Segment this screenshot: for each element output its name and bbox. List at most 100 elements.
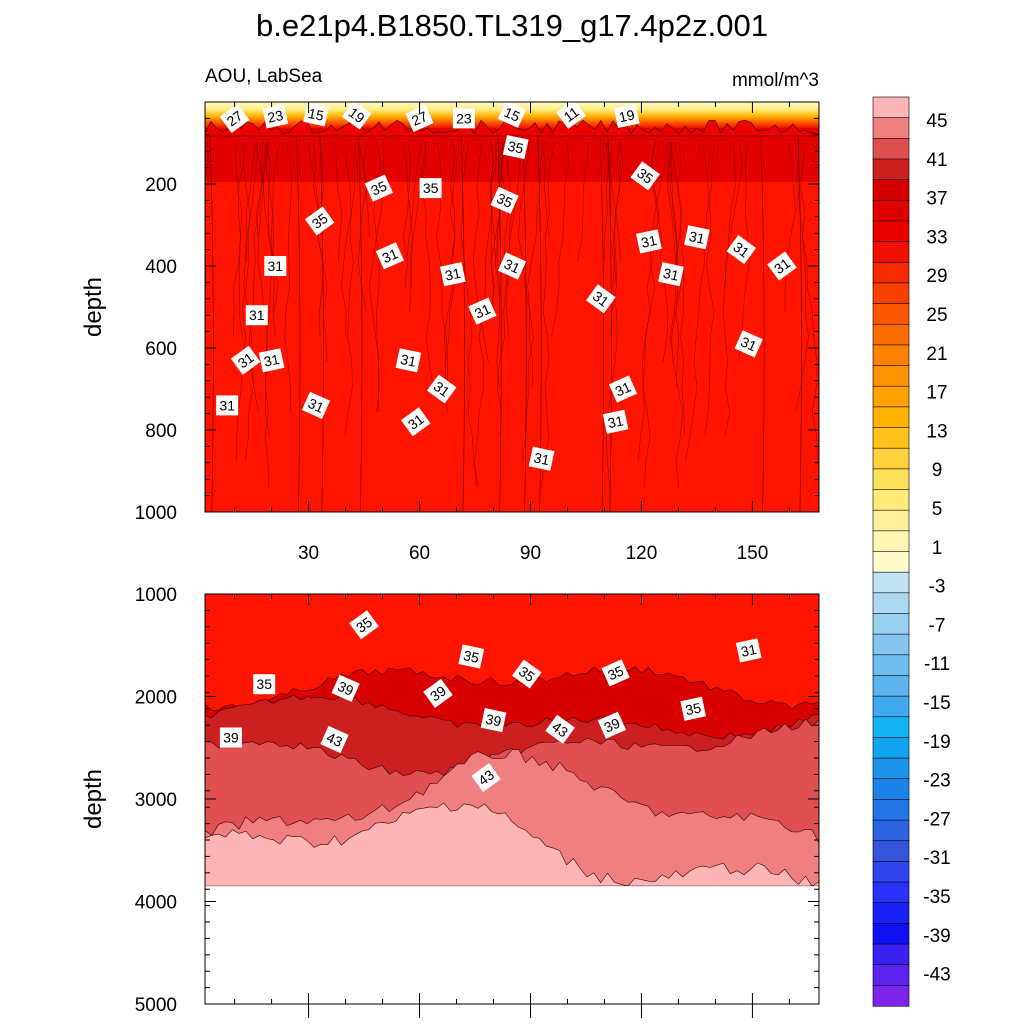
contour-label-text: 23 bbox=[266, 107, 285, 126]
contour-label-text: 31 bbox=[444, 265, 463, 284]
contour-label-box bbox=[512, 659, 542, 689]
colorbar-label: -31 bbox=[923, 848, 950, 869]
contour-line bbox=[209, 131, 214, 512]
contour-line bbox=[676, 141, 685, 438]
colorbar-swatch bbox=[872, 613, 910, 635]
contour-label-box bbox=[528, 446, 555, 471]
contour-label-box bbox=[301, 391, 331, 420]
contour-label: 23 bbox=[262, 104, 289, 129]
colorbar-swatch bbox=[872, 551, 910, 573]
chart-title: b.e21p4.B1850.TL319_g17.4p2z.001 bbox=[256, 8, 768, 43]
y-tick-label: 400 bbox=[145, 257, 177, 278]
contour-label-box bbox=[458, 644, 485, 669]
x-axis: 30 60 90 120 150 bbox=[234, 102, 790, 564]
colorbar-swatch bbox=[872, 138, 910, 160]
contour-line bbox=[265, 141, 276, 338]
colorbar-swatch bbox=[872, 200, 910, 222]
contour-label-box bbox=[735, 638, 762, 663]
contour-label-box bbox=[423, 678, 453, 708]
contour-label: 43 bbox=[545, 714, 575, 744]
colorbar-swatch bbox=[872, 902, 910, 924]
band-45 bbox=[205, 802, 819, 887]
colorbar-swatch bbox=[872, 695, 910, 718]
contour-label: 31 bbox=[426, 374, 457, 404]
colorbar-label: 25 bbox=[926, 305, 947, 326]
contour-label-box bbox=[230, 345, 261, 375]
contour-label-text: 31 bbox=[306, 395, 327, 416]
contour-label-box bbox=[497, 102, 527, 128]
contour-label-box bbox=[658, 262, 684, 287]
colorbar-swatch bbox=[872, 861, 910, 883]
contour-label-box bbox=[219, 103, 250, 133]
contour-label-box bbox=[545, 714, 575, 744]
contour-label-box bbox=[586, 284, 616, 314]
x-tick-label: 30 bbox=[298, 543, 319, 564]
contour-label: 31 bbox=[439, 262, 466, 287]
colorbar-label: -15 bbox=[923, 693, 950, 714]
lower-depth-panel: 35 31 35 35 35 35 39 39 35 39 43 39 39 43 43 1000 2000 3… bbox=[80, 585, 820, 1018]
contour-label: 27 bbox=[405, 104, 434, 133]
colorbar-swatch bbox=[872, 943, 910, 966]
contour-line bbox=[551, 141, 570, 338]
colorbar-label: 29 bbox=[926, 266, 947, 287]
contour-line bbox=[313, 141, 328, 363]
colorbar-swatch bbox=[872, 799, 910, 821]
colorbar-label: 21 bbox=[926, 344, 947, 365]
contour-label: 35 bbox=[512, 659, 542, 689]
y-tick-label: 5000 bbox=[135, 995, 177, 1016]
colorbar-swatch bbox=[872, 303, 910, 325]
contour-label: 39 bbox=[331, 674, 360, 702]
contour-line bbox=[460, 131, 465, 512]
contour-label-box bbox=[608, 375, 638, 403]
contour-label: 31 bbox=[497, 252, 527, 280]
colorbar-swatch bbox=[872, 406, 910, 429]
x-tick-label: 60 bbox=[409, 543, 430, 564]
colorbar-swatch bbox=[872, 220, 910, 243]
colorbar-label: 45 bbox=[926, 111, 947, 132]
contour-line bbox=[784, 141, 796, 312]
colorbar-swatch bbox=[872, 840, 910, 862]
contour-label-box bbox=[426, 374, 457, 404]
contour-line bbox=[443, 141, 456, 363]
seafloor-mask bbox=[205, 886, 819, 1004]
colorbar-swatch bbox=[872, 427, 910, 449]
contour-line bbox=[491, 142, 497, 263]
contour-label-text: 31 bbox=[472, 301, 493, 322]
colorbar-swatch bbox=[872, 654, 910, 677]
contour-label-text: 15 bbox=[307, 105, 326, 124]
contour-label-text: 31 bbox=[380, 245, 401, 266]
y-tick-label: 1000 bbox=[135, 503, 177, 524]
colorbar-swatch bbox=[872, 489, 910, 511]
contour-label: 31 bbox=[528, 446, 555, 471]
contour-label: 39 bbox=[597, 711, 627, 739]
contour-label: 31 bbox=[735, 638, 762, 663]
contour-line bbox=[542, 141, 550, 238]
colorbar-swatch bbox=[872, 365, 910, 387]
colorbar-swatch bbox=[872, 241, 910, 263]
contour-line bbox=[363, 141, 370, 238]
colorbar-swatch bbox=[872, 344, 910, 367]
contour-label-text: 39 bbox=[223, 730, 239, 746]
contour-label-box bbox=[219, 727, 242, 748]
contour-line bbox=[760, 131, 765, 512]
contour-label-text: 31 bbox=[219, 397, 235, 413]
contour-label: 35 bbox=[364, 174, 393, 202]
colorbar-swatch bbox=[872, 530, 910, 553]
y-axis-label: depth bbox=[80, 769, 107, 829]
contour-label: 31 bbox=[468, 297, 497, 325]
colorbar-swatch bbox=[872, 985, 910, 1007]
contour-label-text: 39 bbox=[484, 711, 503, 730]
x-axis bbox=[234, 594, 790, 1018]
colorbar-swatch bbox=[872, 819, 910, 842]
colorbar-swatch bbox=[872, 509, 910, 532]
contour-line bbox=[637, 141, 666, 463]
colorbar-swatch bbox=[872, 881, 910, 904]
contour-label-text: 31 bbox=[606, 412, 625, 431]
contour-label: 31 bbox=[602, 409, 629, 434]
contour-label-box bbox=[395, 348, 422, 373]
contour-label: 31 bbox=[586, 284, 616, 314]
colorbar-swatch bbox=[872, 778, 910, 801]
colorbar-swatch bbox=[872, 757, 910, 780]
contour-label-box bbox=[468, 297, 497, 325]
